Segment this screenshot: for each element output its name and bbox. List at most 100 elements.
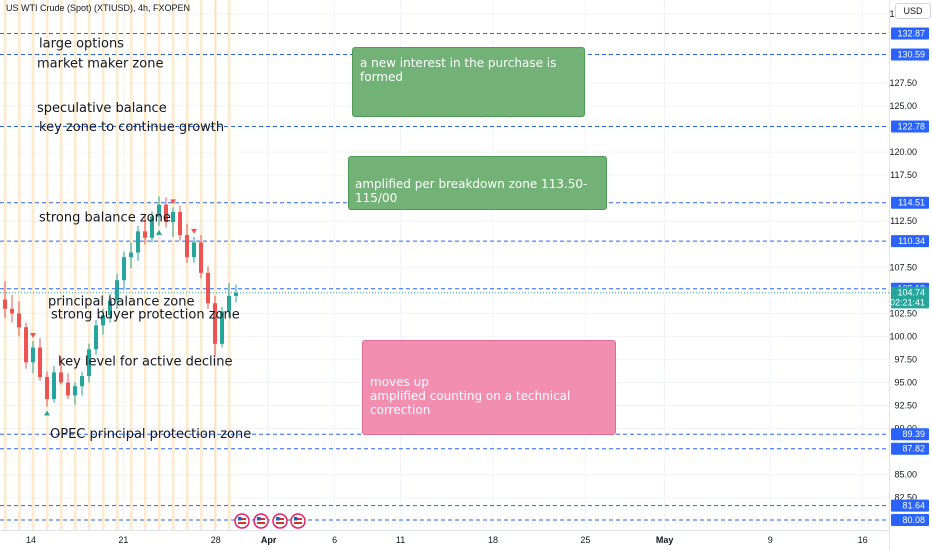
session-band xyxy=(74,0,77,530)
level-label-text: 89.39 xyxy=(902,429,925,439)
buy-marker-icon xyxy=(44,410,50,416)
us-flag-event-icon[interactable] xyxy=(290,513,306,529)
candle-body xyxy=(38,347,42,377)
price-tick-label: 102.50 xyxy=(889,308,917,318)
session-band xyxy=(214,0,217,530)
session-band xyxy=(158,0,161,530)
candle-body xyxy=(45,376,49,400)
us-flag-event-icon[interactable] xyxy=(272,513,288,529)
candle-body xyxy=(31,347,35,363)
signal-markers xyxy=(30,199,197,416)
sell-marker-icon xyxy=(30,333,36,339)
currency-label[interactable]: USD xyxy=(895,3,931,19)
annotation-label: OPEC principal protection zone xyxy=(50,427,251,442)
time-tick-label: 11 xyxy=(396,535,405,545)
time-tick-label: 9 xyxy=(768,535,773,545)
flag-stripe xyxy=(238,522,246,524)
session-band xyxy=(4,0,7,530)
flag-stripe xyxy=(294,522,302,524)
price-tick-label: 85.00 xyxy=(894,470,917,480)
flag-stripe xyxy=(257,518,265,520)
session-band xyxy=(144,0,147,530)
level-label-text: 81.64 xyxy=(902,501,925,511)
price-tick-label: 120.00 xyxy=(889,147,917,157)
level-label-bg xyxy=(891,514,929,527)
flag-stripe xyxy=(276,518,284,520)
candle-body xyxy=(136,231,140,253)
time-tick-label: 21 xyxy=(118,535,128,545)
level-label-text: 132.87 xyxy=(897,28,925,38)
candle-body xyxy=(87,349,91,377)
time-axis[interactable]: 14 21 28 Apr 6 11 18 25 May 9 16 xyxy=(26,535,868,545)
interest-box[interactable]: a new interest in the purchase is formed xyxy=(352,47,585,117)
candle-body xyxy=(52,372,56,400)
price-tick-label: 127.50 xyxy=(889,78,917,88)
candle-body xyxy=(157,204,161,217)
level-label-text: 02:21:41 xyxy=(890,297,925,307)
level-label-bg xyxy=(891,428,929,441)
event-flags[interactable] xyxy=(234,513,306,529)
candle-body xyxy=(80,376,84,387)
time-tick-label: Apr xyxy=(261,535,277,545)
price-tick-label: 117.50 xyxy=(890,170,917,180)
candle-body xyxy=(171,212,175,223)
flag-canton xyxy=(294,517,298,521)
chart-title: US WTI Crude (Spot) (XTIUSD), 4h, FXOPEN xyxy=(6,3,191,13)
price-tick-label: 107.50 xyxy=(889,262,917,272)
currency-text: USD xyxy=(903,6,923,16)
candle-body xyxy=(17,313,21,328)
buy-marker-icon xyxy=(156,229,162,235)
candle-body xyxy=(213,303,217,344)
flag-stripe xyxy=(276,522,284,524)
level-label-bg xyxy=(891,27,929,40)
flag-canton xyxy=(276,517,280,521)
session-band xyxy=(172,0,175,530)
moves-up-box-line1: moves up xyxy=(370,375,429,389)
level-label-bg xyxy=(891,235,929,248)
level-label-text: 87.82 xyxy=(902,444,925,454)
candle-body xyxy=(10,308,14,314)
candle-body xyxy=(101,315,105,326)
annotation-label: strong buyer protection zone xyxy=(51,307,240,322)
candle-body xyxy=(59,372,63,383)
level-label-bg xyxy=(891,120,929,133)
level-label-bg xyxy=(891,296,929,309)
price-tick-label: 95.00 xyxy=(894,378,917,388)
candle-body xyxy=(220,311,224,344)
time-tick-label: 16 xyxy=(858,535,868,545)
annotation-label: key level for active decline xyxy=(58,354,232,369)
time-tick-label: May xyxy=(656,535,674,545)
sell-marker-icon xyxy=(170,199,176,205)
session-band xyxy=(32,0,35,530)
level-label-text: 80.08 xyxy=(902,515,925,525)
candle-body xyxy=(185,235,189,258)
price-tick-label: 112.50 xyxy=(890,216,917,226)
price-tick-label: 100.00 xyxy=(889,331,917,341)
breakdown-box[interactable]: amplified per breakdown zone 113.50-115/… xyxy=(348,156,607,210)
candle-body xyxy=(122,257,126,281)
level-label-bg xyxy=(891,499,929,512)
candles xyxy=(3,196,238,407)
level-price-labels: 132.87130.59122.78114.51110.34105.18104.… xyxy=(890,27,929,527)
moves-up-box[interactable]: moves up amplified counting on a technic… xyxy=(362,340,616,435)
candle-body xyxy=(24,327,28,363)
candle-body xyxy=(73,386,77,396)
session-band xyxy=(46,0,49,530)
price-tick-label: 82.50 xyxy=(894,493,917,503)
candle-body xyxy=(164,204,168,223)
us-flag-event-icon[interactable] xyxy=(234,513,250,529)
level-label-bg xyxy=(891,442,929,455)
us-flag-event-icon[interactable] xyxy=(253,513,269,529)
annotation-label: strong balance zone xyxy=(39,211,171,226)
candle-body xyxy=(129,252,133,258)
candle-body xyxy=(192,242,196,258)
time-tick-label: 6 xyxy=(332,535,337,545)
annotations: large options market maker zone speculativ… xyxy=(37,36,251,442)
time-tick-label: 14 xyxy=(26,535,36,545)
level-label-bg xyxy=(891,196,929,209)
candle-body xyxy=(143,231,147,238)
annotation-label: market maker zone xyxy=(37,57,163,72)
level-label-text: 110.34 xyxy=(898,236,925,246)
flag-stripe xyxy=(238,518,246,520)
candle-body xyxy=(234,292,238,296)
